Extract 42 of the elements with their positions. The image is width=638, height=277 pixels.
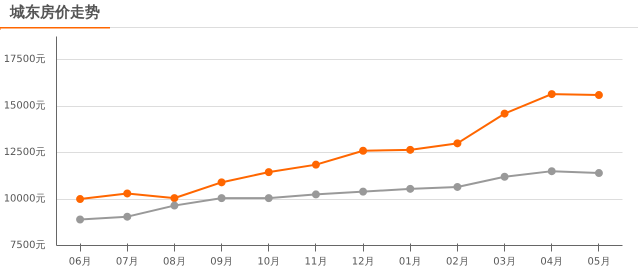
x-tick-label: 10月 [257,256,280,268]
point [594,169,603,178]
x-tick-label: 11月 [304,256,328,268]
point [406,184,414,193]
point [453,139,462,148]
x-tick-label: 02月 [446,256,469,268]
point [359,146,368,155]
point [123,212,132,221]
chart-title: 城东房价走势 [0,0,110,30]
point [123,189,132,198]
point [264,168,273,176]
y-tick-label: 7500元 [10,240,46,251]
point [359,188,368,196]
point [76,216,84,224]
point [453,182,462,191]
point [218,194,226,202]
point [312,160,320,169]
x-tick-label: 12月 [352,256,374,268]
point [264,194,273,202]
point [170,202,178,210]
point [594,91,603,100]
point [218,178,226,186]
y-tick-label: 15000元 [4,100,46,112]
point [170,194,178,202]
x-tick-label: 08月 [163,256,186,268]
point [548,90,556,98]
point [500,110,509,118]
x-tick-label: 04月 [540,256,564,268]
y-tick-label: 12500元 [4,147,46,158]
x-tick-label: 09月 [210,256,233,268]
point [312,190,320,198]
x-tick-label: 03月 [493,256,516,268]
x-tick-label: 07月 [116,256,139,268]
x-tick-label: 05月 [588,256,610,268]
x-tick-label: 06月 [68,256,92,268]
point [500,172,509,181]
point [76,195,84,204]
x-tick-label: 01月 [398,256,422,268]
y-tick-label: 17500元 [4,54,46,66]
point [548,167,556,176]
y-tick-label: 10000元 [4,194,46,205]
point [406,146,414,154]
